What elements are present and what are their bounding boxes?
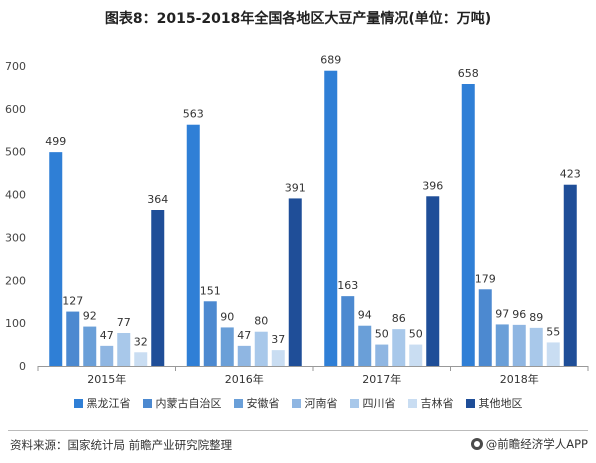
bar <box>324 70 338 366</box>
bar-value-label: 47 <box>237 329 251 342</box>
bar <box>495 324 509 366</box>
legend-item: 内蒙古自治区 <box>142 395 222 411</box>
y-tick-label: 300 <box>5 231 26 244</box>
bar <box>392 329 406 366</box>
x-tick-label: 2018年 <box>500 372 539 386</box>
bar-value-label: 563 <box>183 108 204 121</box>
legend-label: 河南省 <box>304 397 338 410</box>
y-tick-label: 0 <box>19 360 26 373</box>
y-tick-label: 700 <box>5 60 26 73</box>
bar-value-label: 47 <box>100 329 114 342</box>
chart-legend: 黑龙江省 内蒙古自治区 安徽省 河南省 四川省 吉林省 其他地区 <box>0 395 596 411</box>
bar <box>375 344 389 366</box>
legend-item: 四川省 <box>349 395 396 411</box>
brand-logo-icon <box>470 438 483 450</box>
bar <box>254 331 268 366</box>
y-tick-label: 100 <box>5 317 26 330</box>
bar <box>66 311 80 366</box>
bar-value-label: 32 <box>134 335 148 348</box>
bar-value-label: 80 <box>254 315 268 328</box>
brand-attribution: @前瞻经济学人APP <box>470 436 588 452</box>
bar-value-label: 396 <box>422 179 443 192</box>
bar-value-label: 97 <box>495 307 509 320</box>
bar <box>220 327 234 366</box>
bar-value-label: 89 <box>529 311 543 324</box>
legend-label: 内蒙古自治区 <box>155 397 222 410</box>
legend-swatch <box>73 398 83 408</box>
bar-value-label: 364 <box>147 193 168 206</box>
legend-swatch <box>407 398 417 408</box>
bar <box>134 352 148 366</box>
bar <box>100 345 114 366</box>
bar-value-label: 423 <box>560 168 581 181</box>
chart-title: 图表8：2015-2018年全国各地区大豆产量情况(单位：万吨) <box>104 11 492 27</box>
bar-value-label: 94 <box>358 309 372 322</box>
legend-label: 黑龙江省 <box>86 397 131 410</box>
bar-value-label: 96 <box>512 308 526 321</box>
bar-value-label: 689 <box>320 54 341 67</box>
legend-item: 其他地区 <box>465 395 523 411</box>
footer-divider <box>8 430 588 431</box>
bar-value-label: 163 <box>337 279 358 292</box>
legend-item: 吉林省 <box>407 395 454 411</box>
bar <box>426 196 440 366</box>
bar <box>461 84 475 366</box>
bar <box>203 301 217 366</box>
bar-value-label: 90 <box>220 310 234 323</box>
x-tick-label: 2017年 <box>362 372 401 386</box>
bar-value-label: 658 <box>458 67 479 80</box>
legend-item: 黑龙江省 <box>73 395 131 411</box>
bar-value-label: 37 <box>271 333 285 346</box>
bar-value-label: 499 <box>45 135 66 148</box>
legend-item: 河南省 <box>291 395 338 411</box>
bar-value-label: 86 <box>392 312 406 325</box>
legend-swatch <box>233 398 243 408</box>
x-tick-label: 2016年 <box>225 372 264 386</box>
legend-label: 吉林省 <box>420 397 454 410</box>
y-tick-label: 600 <box>5 103 26 116</box>
bar-value-label: 77 <box>117 316 131 329</box>
bar <box>358 325 372 366</box>
bar <box>271 350 285 366</box>
legend-label: 四川省 <box>362 397 396 410</box>
legend-label: 安徽省 <box>246 397 280 410</box>
bar-value-label: 151 <box>200 284 221 297</box>
bar <box>151 210 165 366</box>
bar-value-label: 50 <box>409 328 423 341</box>
legend-swatch <box>142 398 152 408</box>
bar-value-label: 50 <box>375 328 389 341</box>
y-tick-label: 500 <box>5 146 26 159</box>
bar <box>117 333 131 366</box>
bar <box>83 326 97 366</box>
legend-swatch <box>349 398 359 408</box>
bar <box>529 327 543 366</box>
bar-value-label: 92 <box>83 310 97 323</box>
bar <box>237 345 251 366</box>
bar-value-label: 179 <box>475 272 496 285</box>
bar <box>341 296 355 366</box>
y-tick-label: 400 <box>5 189 26 202</box>
bar-value-label: 127 <box>62 295 83 308</box>
bar <box>546 342 560 366</box>
x-tick-label: 2015年 <box>87 372 126 386</box>
legend-swatch <box>291 398 301 408</box>
bar <box>512 324 526 366</box>
bar <box>409 344 423 366</box>
legend-item: 安徽省 <box>233 395 280 411</box>
bar-value-label: 391 <box>285 181 306 194</box>
source-note: 资料来源：国家统计局 前瞻产业研究院整理 <box>10 438 233 452</box>
bar <box>49 152 63 366</box>
y-tick-label: 200 <box>5 274 26 287</box>
bar <box>478 289 492 366</box>
bar <box>563 184 577 366</box>
bar <box>288 198 302 366</box>
legend-swatch <box>465 398 475 408</box>
legend-label: 其他地区 <box>478 397 523 410</box>
bar <box>186 124 200 366</box>
brand-label: @前瞻经济学人APP <box>485 437 588 451</box>
bar-value-label: 55 <box>546 325 560 338</box>
